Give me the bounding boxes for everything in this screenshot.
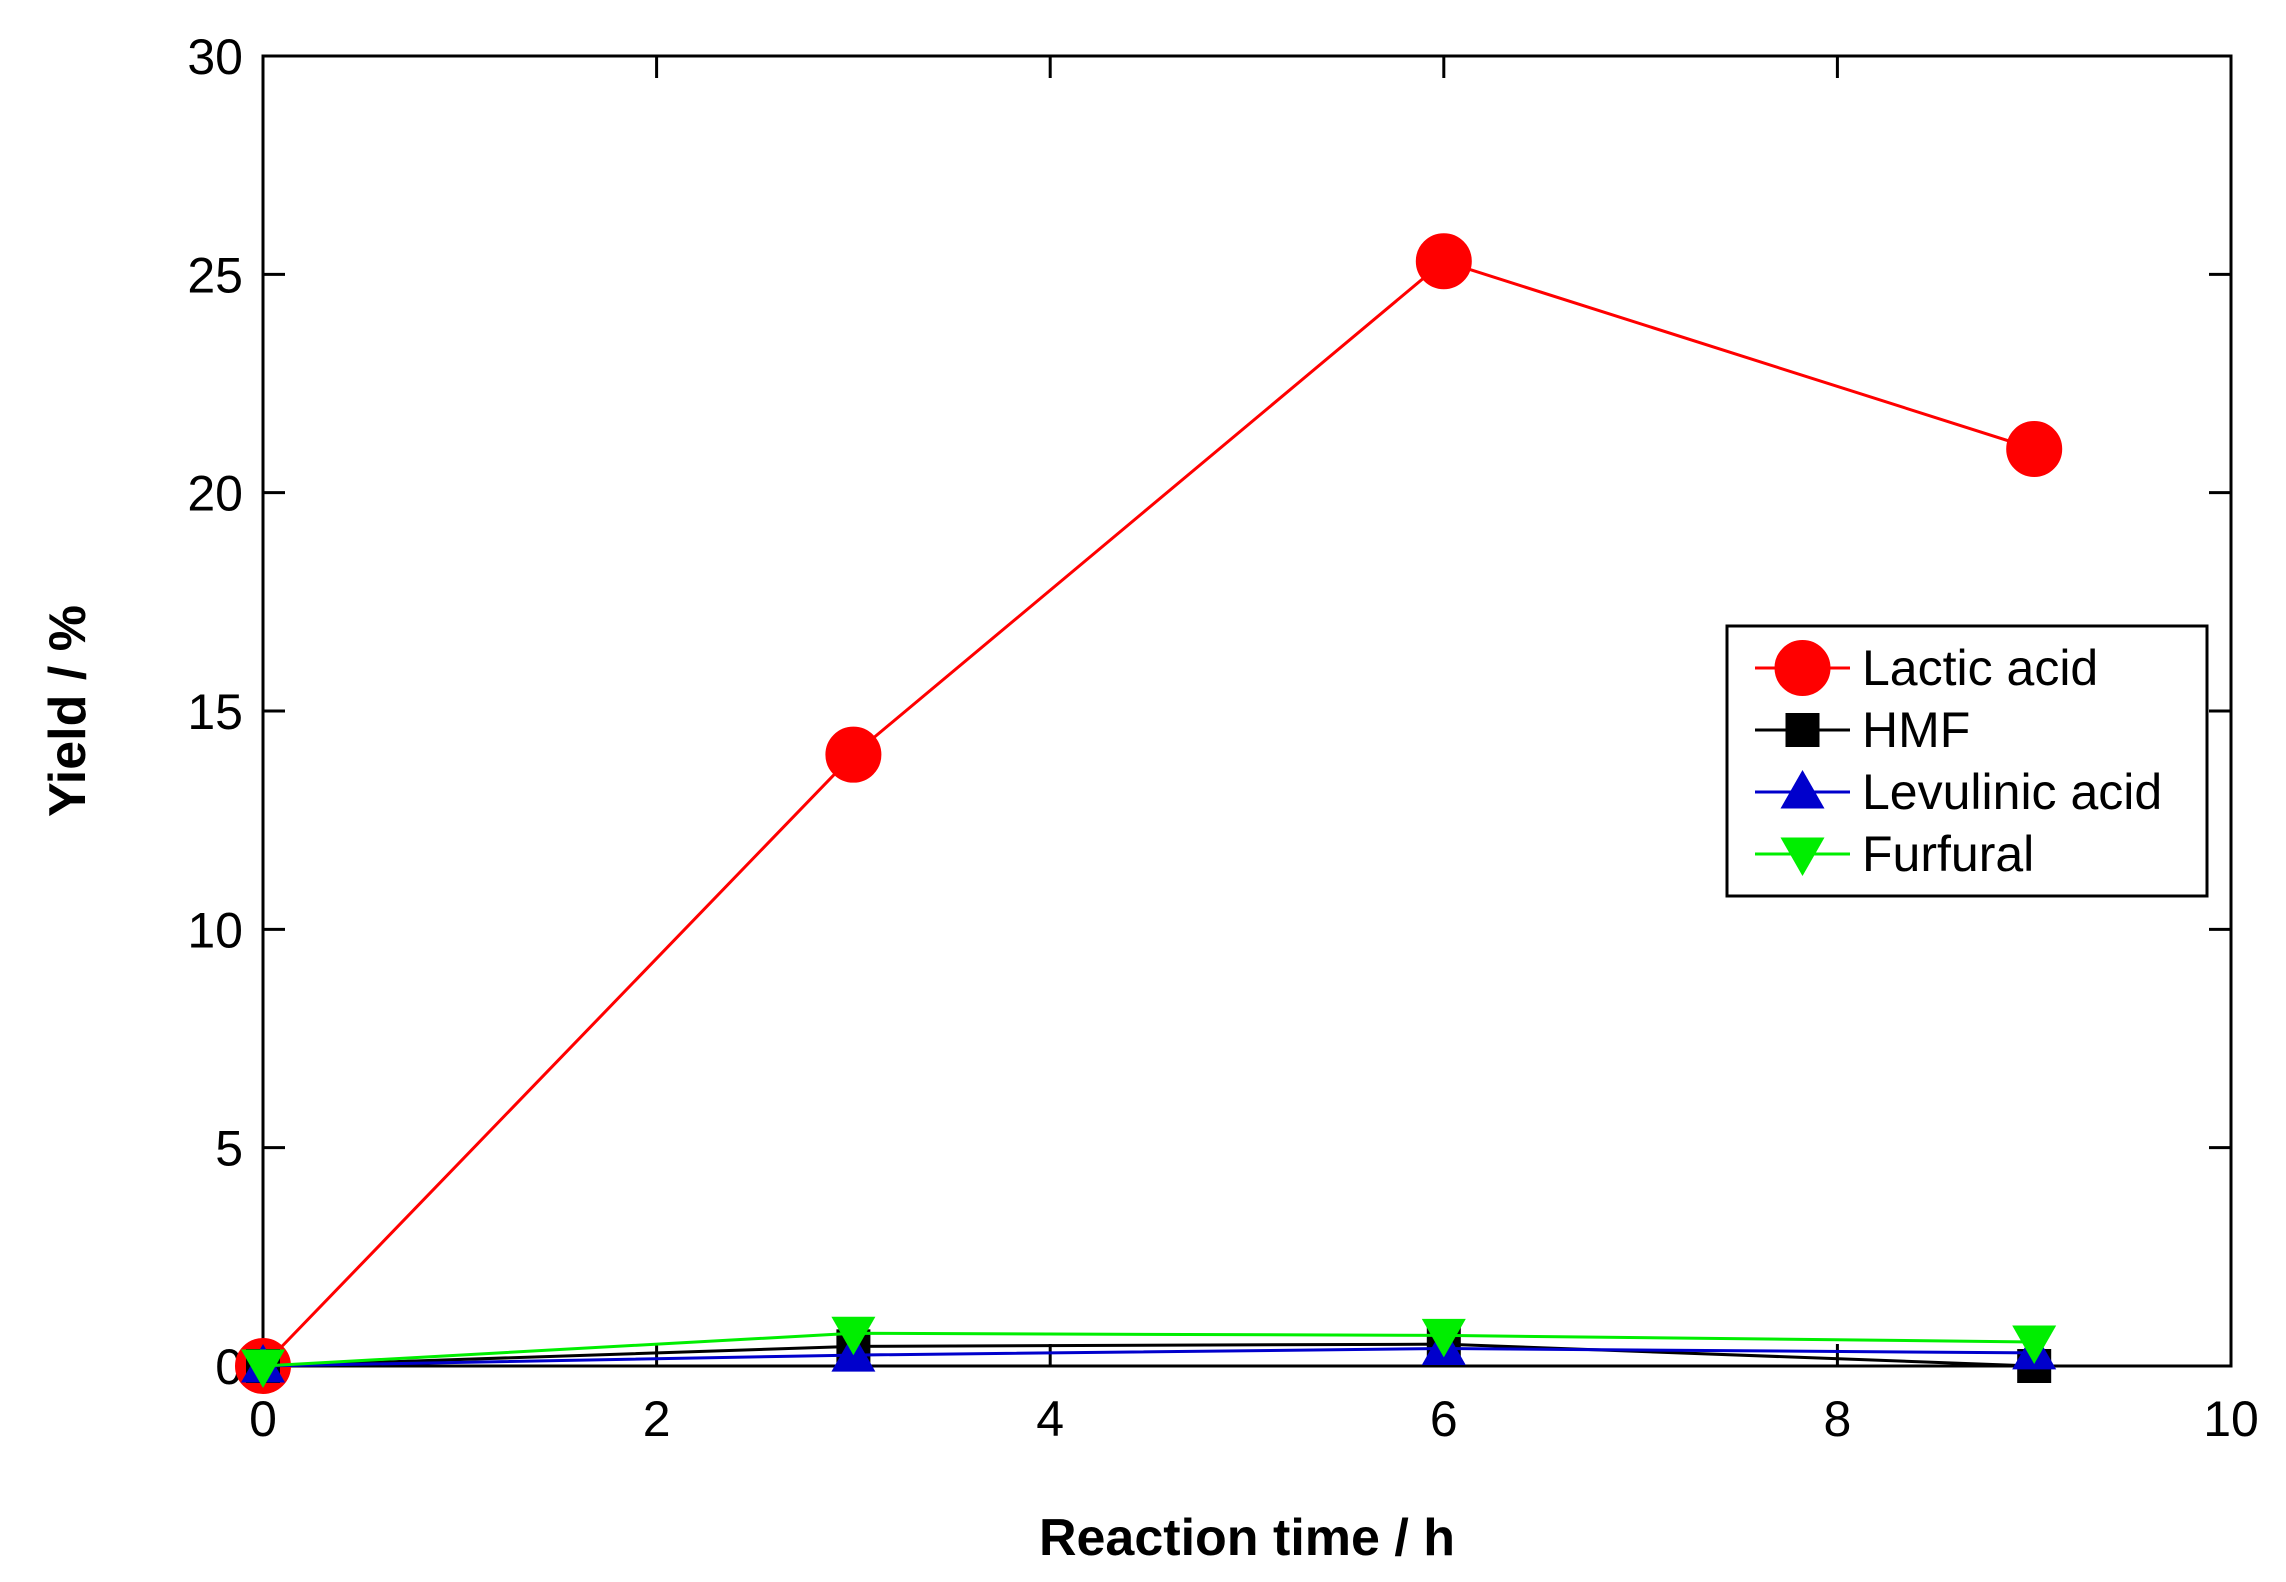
data-point (2012, 1325, 2057, 1364)
series-line (262, 1347, 2035, 1368)
data-point (831, 1316, 876, 1356)
legend-marker (1780, 770, 1825, 809)
legend-label: Lactic acid (1862, 640, 2098, 696)
legend-label: HMF (1862, 702, 1970, 758)
x-axis-title: Reaction time / h (1039, 1509, 1455, 1567)
legend-item: Lactic acid (1755, 640, 2098, 696)
legend-marker (1774, 640, 1831, 696)
data-point (241, 1349, 285, 1388)
y-tick-label: 10 (187, 902, 243, 958)
legend: Lactic acid HMF Levulinic acid Furfural (1725, 624, 2209, 898)
legend-label: Furfural (1862, 826, 2034, 882)
data-point (1421, 1318, 1466, 1358)
x-tick-label: 10 (2203, 1391, 2259, 1447)
data-point (2006, 421, 2063, 477)
y-tick-label: 15 (187, 684, 243, 740)
y-tick-label: 25 (187, 247, 243, 303)
y-tick-label: 30 (187, 29, 243, 85)
x-tick-label: 0 (249, 1391, 277, 1447)
x-tick-label: 6 (1430, 1391, 1458, 1447)
data-point (1415, 233, 1472, 290)
legend-marker (1785, 713, 1820, 747)
x-tick-label: 4 (1036, 1391, 1064, 1447)
series-line (261, 259, 2035, 1368)
x-tick-label: 8 (1823, 1391, 1851, 1447)
y-tick-label: 20 (187, 466, 243, 522)
legend-item: HMF (1755, 702, 1970, 758)
series-layer (235, 233, 2063, 1394)
y-tick-label: 5 (215, 1121, 243, 1177)
x-tick-label: 2 (643, 1391, 671, 1447)
y-axis-title: Yield / % (39, 605, 97, 817)
legend-label: Levulinic acid (1862, 764, 2162, 820)
data-point (825, 726, 882, 783)
series-furfural (241, 1316, 2057, 1388)
legend-marker (1780, 837, 1825, 876)
legend-item: Levulinic acid (1755, 764, 2162, 820)
legend-item: Furfural (1755, 826, 2034, 882)
series-line (262, 1342, 2035, 1368)
series-line (262, 1331, 2035, 1368)
